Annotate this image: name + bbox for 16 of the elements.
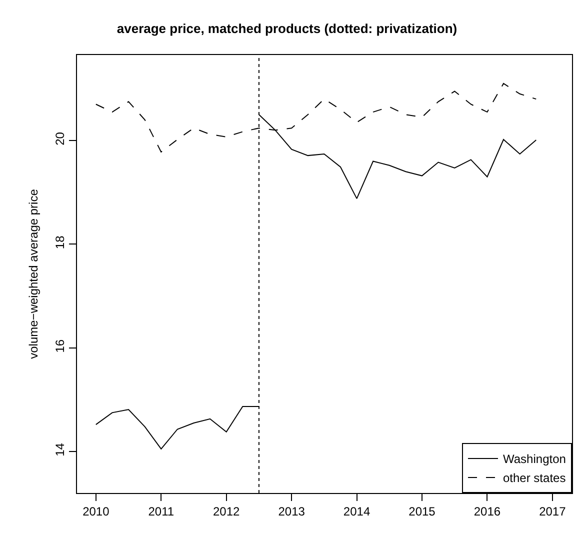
y-tick-label: 14 (53, 442, 68, 456)
y-axis-title: volume−weighted average price (26, 188, 40, 359)
x-tick-label: 2014 (343, 504, 370, 518)
x-tick-label: 2010 (82, 504, 110, 518)
legend-label: Washington (503, 452, 566, 466)
y-tick-label: 20 (53, 132, 68, 146)
legend-label: other states (503, 471, 566, 486)
x-tick-label: 2013 (278, 504, 306, 518)
x-tick-label: 2017 (539, 504, 566, 518)
y-tick-label: 18 (53, 235, 68, 250)
x-tick-label: 2011 (148, 504, 174, 518)
y-tick-label: 16 (53, 339, 68, 353)
x-tick-label: 2012 (213, 504, 240, 518)
x-tick-label: 2016 (474, 504, 501, 518)
x-tick-label: 2015 (408, 504, 436, 518)
chart-title: average price, matched products (dotted: privatization) (116, 21, 458, 36)
